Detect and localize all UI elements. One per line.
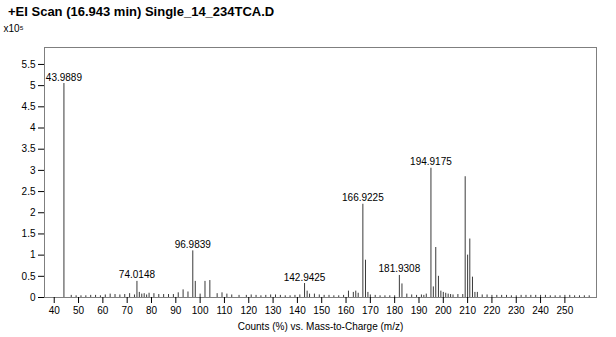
svg-text:80: 80 <box>146 305 158 316</box>
svg-text:70: 70 <box>122 305 134 316</box>
svg-text:2.5: 2.5 <box>22 186 36 197</box>
svg-text:230: 230 <box>508 305 525 316</box>
svg-text:4.5: 4.5 <box>22 101 36 112</box>
svg-text:74.0148: 74.0148 <box>119 269 156 280</box>
svg-text:166.9225: 166.9225 <box>342 192 384 203</box>
svg-text:5: 5 <box>30 80 36 91</box>
svg-text:160: 160 <box>338 305 355 316</box>
svg-text:250: 250 <box>557 305 574 316</box>
svg-text:170: 170 <box>362 305 379 316</box>
svg-text:1: 1 <box>30 249 36 260</box>
svg-text:40: 40 <box>49 305 61 316</box>
svg-text:220: 220 <box>484 305 501 316</box>
svg-text:181.9308: 181.9308 <box>379 263 421 274</box>
svg-text:100: 100 <box>192 305 209 316</box>
html-text:+EI Scan (16.943 min) Single_1: +EI Scan (16.943 min) Single_14_234TCA.D <box>8 4 275 19</box>
svg-text:90: 90 <box>170 305 182 316</box>
svg-text:3: 3 <box>30 165 36 176</box>
svg-text:2: 2 <box>30 207 36 218</box>
svg-text:x10⁵: x10⁵ <box>4 23 24 34</box>
svg-text:110: 110 <box>216 305 232 316</box>
svg-text:120: 120 <box>240 305 257 316</box>
svg-text:50: 50 <box>73 305 85 316</box>
svg-text:3.5: 3.5 <box>22 143 36 154</box>
svg-text:130: 130 <box>265 305 282 316</box>
svg-text:200: 200 <box>435 305 452 316</box>
svg-text:5.5: 5.5 <box>22 59 36 70</box>
svg-text:0.5: 0.5 <box>22 271 36 282</box>
svg-text:140: 140 <box>289 305 306 316</box>
svg-text:1.5: 1.5 <box>22 228 36 239</box>
svg-text:150: 150 <box>313 305 330 316</box>
svg-text:240: 240 <box>532 305 549 316</box>
svg-text:60: 60 <box>97 305 109 316</box>
svg-text:190: 190 <box>411 305 428 316</box>
svg-text:194.9175: 194.9175 <box>410 156 452 167</box>
svg-text:180: 180 <box>386 305 403 316</box>
svg-text:210: 210 <box>459 305 476 316</box>
svg-text:96.9839: 96.9839 <box>175 239 212 250</box>
svg-text:0: 0 <box>30 292 36 303</box>
svg-text:4: 4 <box>30 122 36 133</box>
svg-text:Counts (%) vs. Mass-to-Charge: Counts (%) vs. Mass-to-Charge (m/z) <box>238 321 404 332</box>
svg-text:43.9889: 43.9889 <box>46 72 83 83</box>
svg-text:142.9425: 142.9425 <box>284 272 326 283</box>
